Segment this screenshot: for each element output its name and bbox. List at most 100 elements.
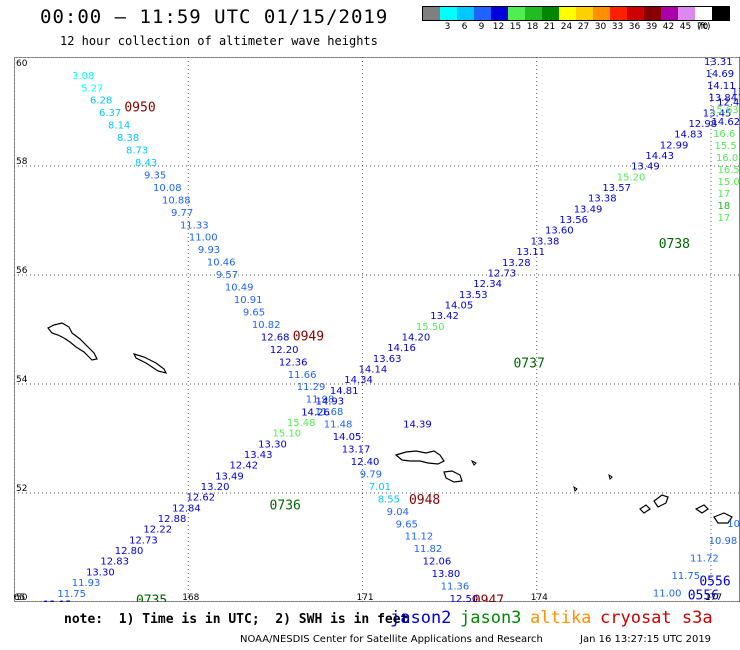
legend-label: 3	[444, 22, 451, 32]
swh-value: 13.43	[244, 450, 273, 461]
island-left-large	[47, 322, 98, 361]
pass-time-label: 0737	[513, 357, 544, 372]
swh-value: 14.83	[674, 130, 703, 141]
color-legend: 3 6 9 12 15 18 21 24 27 30 33 36 39 42 45 70 (ft)	[422, 6, 730, 33]
swh-value: 13.20	[201, 482, 230, 493]
lon-tick-label: 177	[705, 593, 722, 602]
swh-value: 13.17	[342, 445, 371, 456]
legend-label: 6	[461, 22, 468, 32]
swh-value: 11.68	[315, 407, 344, 418]
swh-value: 8.55	[378, 494, 400, 505]
swh-value: 11.48	[324, 420, 353, 431]
swh-value: 14.20	[402, 333, 431, 344]
swh-value-edge: 14.69	[706, 69, 735, 80]
swh-value: 15.10	[273, 429, 302, 440]
legend-swatch	[627, 7, 644, 20]
swh-value: 7.01	[369, 482, 391, 493]
swh-value: 8.43	[135, 158, 157, 169]
swh-value: 12.68	[261, 332, 290, 343]
swh-value: 12.80	[115, 546, 144, 557]
swh-value: 12.15	[43, 599, 72, 602]
pass-time-label: 0736	[270, 498, 301, 513]
pass-time-label: 0738	[659, 237, 690, 252]
legend-swatch	[440, 7, 457, 20]
swh-value: 12.06	[423, 557, 452, 568]
swh-value: 12.36	[279, 357, 308, 368]
wave-height-map: 3.085.27 6.286.37 8.148.38 8.738.439.35 10.0…	[14, 57, 740, 602]
island-right-3	[713, 512, 733, 524]
swh-value: 9.57	[216, 270, 238, 281]
swh-value: 10.46	[207, 258, 236, 269]
legend-label: 24	[560, 22, 573, 32]
legend-swatch	[576, 7, 593, 20]
legend-label: 21	[543, 22, 556, 32]
swh-value: 11.98	[306, 395, 335, 406]
swh-value: 13.30	[258, 439, 287, 450]
swh-value: 12.84	[172, 503, 201, 514]
legend-labels: 3 6 9 12 15 18 21 24 27 30 33 36 39 42 45 70 (ft)	[422, 21, 730, 33]
legend-label: 12	[492, 22, 505, 32]
island-left-small	[132, 353, 168, 374]
swh-value: 12.40	[351, 457, 380, 468]
lon-tick-label: 174	[531, 593, 548, 602]
swh-value: 12.48	[717, 98, 740, 109]
swh-value: 10.86	[727, 519, 740, 530]
lon-tick-label: 168	[182, 593, 199, 602]
swh-value: 8.14	[108, 121, 130, 132]
coastlines	[47, 322, 733, 524]
swh-value: 5.27	[81, 83, 103, 94]
swh-value: 15.48	[287, 418, 316, 429]
map-frame	[14, 57, 740, 602]
swh-value: 9.65	[243, 307, 265, 318]
swh-value: 12.73	[488, 268, 517, 279]
swh-value: 12.83	[100, 557, 129, 568]
legend-label: 33	[611, 22, 624, 32]
swh-value: 14.05	[333, 432, 362, 443]
satellite-name: jason2	[390, 608, 452, 628]
swh-value: 13.53	[459, 290, 488, 301]
islet-right-2	[608, 473, 613, 480]
swh-value: 9.93	[198, 245, 220, 256]
legend-label: 36	[628, 22, 641, 32]
swh-value: 13.38	[531, 236, 560, 247]
satellite-tracks: 3.085.27 6.286.37 8.148.38 8.738.439.35 10.0…	[43, 57, 740, 602]
swh-value-edge: 13.84	[709, 93, 738, 104]
swh-value: 11.93	[72, 578, 101, 589]
swh-value: 11.36	[441, 582, 470, 593]
lon-tick-label: 171	[356, 593, 373, 602]
swh-value: 10.08	[153, 183, 182, 194]
pass-time-label: 0950	[124, 101, 155, 116]
swh-value: 13.09	[731, 87, 740, 98]
swh-value: 12.99	[660, 140, 689, 151]
swh-value: 14.93	[316, 397, 345, 408]
swh-value: 15.50	[416, 322, 445, 333]
swh-value: 11.75	[671, 571, 700, 582]
legend-unit: (ft)	[697, 22, 711, 32]
swh-value-edge: 18	[718, 201, 731, 212]
island-right-4	[694, 504, 709, 514]
legend-swatch	[678, 7, 695, 20]
swh-value: 9.79	[360, 469, 382, 480]
legend-swatch	[695, 7, 712, 20]
pass-time-label: 0556	[688, 588, 719, 602]
swh-value-edge: 16.0	[716, 153, 738, 164]
pass-time-label: 0949	[293, 329, 324, 344]
satellite-name: jason3	[460, 608, 522, 628]
units-note: note: 1) Time is in UTC; 2) SWH is in fe…	[64, 612, 409, 627]
swh-value: 12.20	[270, 345, 299, 356]
swh-value: 13.11	[516, 247, 545, 258]
pass-time-label: 0556	[699, 575, 730, 590]
islet-center	[470, 459, 477, 466]
legend-label: 30	[594, 22, 607, 32]
lon-tick-label: 165	[14, 593, 25, 602]
swh-value: 6.37	[99, 108, 121, 119]
swh-value: 13.80	[432, 569, 461, 580]
swh-value: 10.91	[234, 295, 263, 306]
swh-value-edge: 17	[718, 213, 731, 224]
swh-value: 11.00	[189, 233, 218, 244]
swh-value: 13.57	[602, 183, 631, 194]
island-right-2	[639, 504, 651, 514]
page-title: 00:00 — 11:59 UTC 01/15/2019	[40, 6, 389, 28]
legend-label: 18	[526, 22, 539, 32]
